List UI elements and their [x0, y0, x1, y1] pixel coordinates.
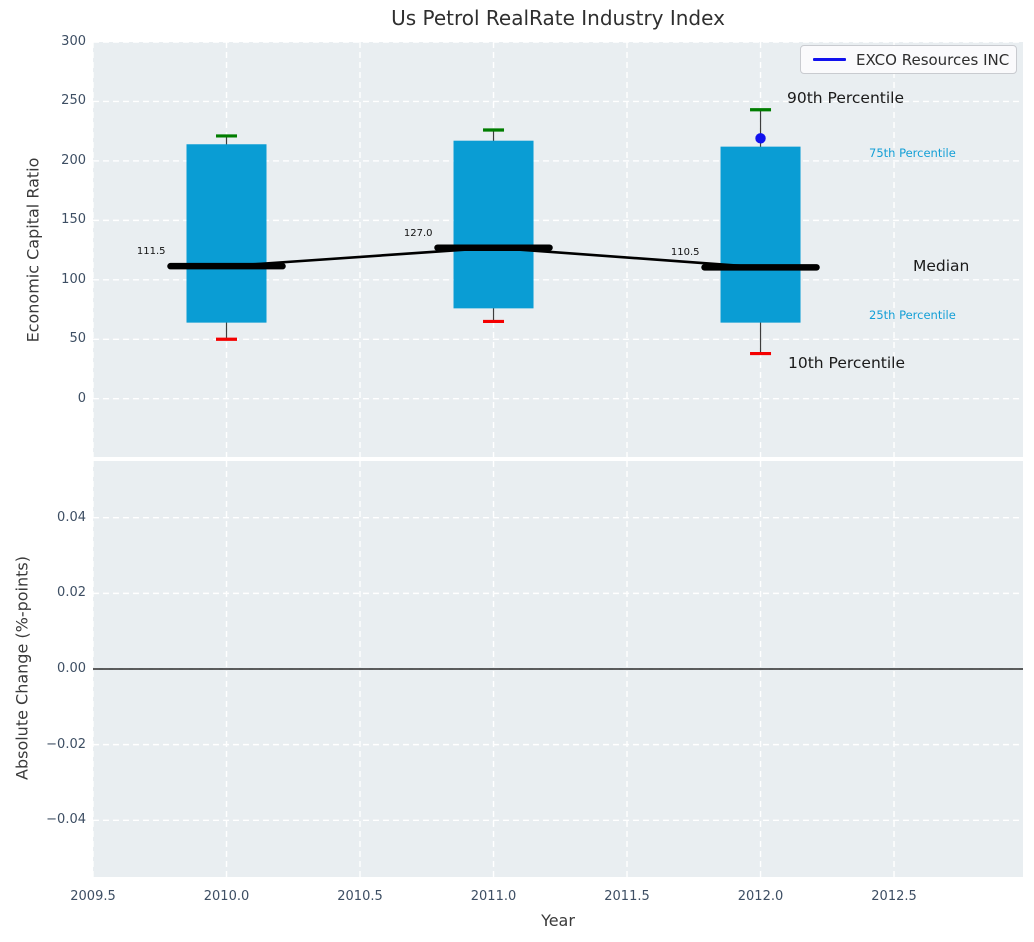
bottom-y-tick-label: 0.04: [57, 509, 86, 525]
percentile-box: [186, 144, 267, 323]
chart-title: Us Petrol RealRate Industry Index: [391, 6, 725, 30]
median-value-label: 111.5: [136, 246, 166, 258]
median-value-label: 110.5: [670, 247, 700, 259]
bottom-y-tick-label: −0.02: [46, 736, 86, 752]
x-tick-label: 2012.5: [871, 889, 917, 904]
x-axis-label: Year: [541, 911, 575, 930]
top-y-tick-label: 0: [77, 390, 86, 406]
bottom-y-tick-label: 0.02: [57, 585, 86, 601]
top-y-tick-label: 250: [61, 93, 86, 109]
annotation-median: Median: [913, 257, 970, 275]
legend-label: EXCO Resources INC: [856, 50, 1010, 69]
top-y-tick-label: 50: [69, 331, 86, 347]
top-y-tick-label: 200: [61, 152, 86, 168]
x-tick-label: 2011.5: [604, 889, 650, 904]
top-y-tick-label: 100: [61, 271, 86, 287]
annotation-75th-percentile: 75th Percentile: [869, 146, 956, 160]
legend: EXCO Resources INC: [800, 45, 1017, 74]
annotation-25th-percentile: 25th Percentile: [869, 308, 956, 322]
legend-line-sample: [813, 58, 846, 61]
exco-data-point: [755, 133, 766, 144]
x-tick-label: 2009.5: [70, 889, 116, 904]
percentile-box: [453, 140, 534, 309]
top-y-tick-label: 150: [61, 212, 86, 228]
top-y-tick-label: 300: [61, 34, 86, 49]
annotation-10th-percentile: 10th Percentile: [788, 354, 906, 372]
bottom-y-tick-label: 0.00: [57, 661, 86, 676]
x-tick-label: 2012.0: [737, 889, 784, 904]
x-tick-label: 2011.0: [470, 889, 517, 904]
percentile-box: [720, 146, 801, 323]
bottom-y-tick-label: −0.04: [46, 812, 86, 828]
median-value-label: 127.0: [403, 227, 433, 239]
x-tick-label: 2010.5: [337, 889, 383, 904]
annotation-90th-percentile: 90th Percentile: [787, 89, 905, 107]
x-tick-label: 2010.0: [203, 889, 250, 904]
